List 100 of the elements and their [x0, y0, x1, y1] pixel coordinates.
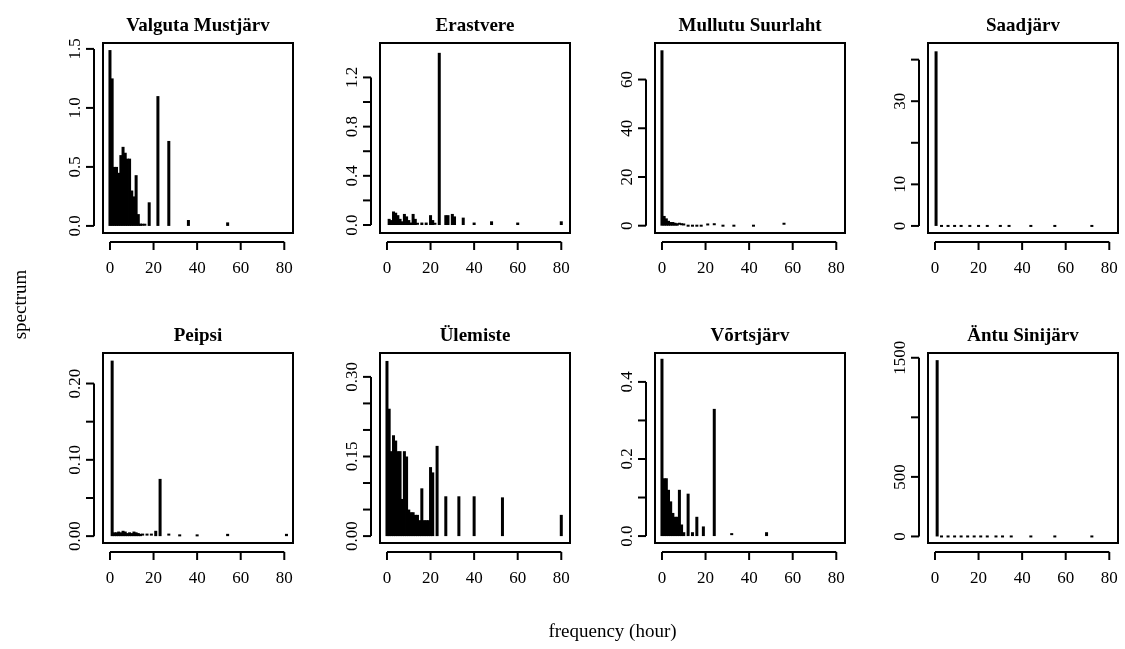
y-tick-label: 1.0 — [65, 97, 84, 119]
bar — [444, 496, 448, 537]
bar — [167, 533, 171, 536]
bar — [701, 526, 705, 537]
y-tick-label: 60 — [617, 71, 636, 89]
x-tick-label: 60 — [784, 258, 802, 277]
x-tick-label: 80 — [1100, 568, 1118, 587]
y-tick-label: 0.00 — [65, 521, 84, 552]
chart-title: Ülemiste — [439, 324, 511, 345]
x-tick-label: 60 — [509, 258, 527, 277]
x-tick-label: 80 — [827, 258, 845, 277]
y-tick-label: 10 — [890, 175, 909, 193]
y-tick-label: 0.2 — [617, 448, 636, 470]
x-tick-label: 40 — [740, 568, 758, 587]
y-tick-label: 0.4 — [342, 164, 361, 187]
x-tick-label: 80 — [827, 568, 845, 587]
bar — [435, 445, 439, 537]
bar — [782, 222, 786, 225]
bar — [730, 533, 734, 536]
x-tick-label: 0 — [657, 258, 667, 277]
x-tick-label: 60 — [784, 568, 802, 587]
x-tick-label: 60 — [1057, 258, 1075, 277]
bar — [226, 222, 230, 226]
x-tick-label: 80 — [552, 258, 570, 277]
bar — [461, 217, 465, 226]
y-tick-label: 1.2 — [342, 66, 361, 89]
x-tick-label: 20 — [422, 258, 440, 277]
y-tick-label: 30 — [890, 92, 909, 110]
bar — [677, 489, 681, 537]
bar — [385, 360, 389, 537]
y-tick-label: 0.0 — [342, 214, 361, 236]
bar — [686, 493, 690, 537]
y-tick-label: 0.00 — [342, 521, 361, 551]
bar — [706, 223, 710, 226]
bar — [712, 223, 716, 226]
y-tick-label: 0 — [890, 532, 909, 541]
bar — [195, 534, 199, 537]
x-tick-label: 20 — [697, 568, 715, 587]
y-tick-label: 0.4 — [617, 370, 636, 393]
bar — [660, 50, 664, 226]
x-tick-label: 40 — [1013, 568, 1031, 587]
y-tick-label: 0.5 — [65, 156, 84, 178]
x-tick-label: 80 — [1100, 258, 1118, 277]
bar — [154, 530, 158, 537]
chart-title: Mullutu Suurlaht — [678, 14, 823, 35]
x-tick-label: 0 — [382, 568, 392, 587]
bar — [110, 360, 114, 537]
y-tick-label: 0.0 — [65, 215, 84, 237]
x-tick-label: 40 — [465, 568, 483, 587]
x-tick-label: 80 — [275, 258, 293, 277]
bar — [437, 52, 441, 226]
bar — [660, 358, 664, 537]
x-tick-label: 0 — [382, 258, 392, 277]
x-tick-label: 60 — [232, 568, 250, 587]
x-tick-label: 40 — [465, 258, 483, 277]
bar — [108, 50, 112, 226]
bar — [149, 533, 153, 536]
x-tick-label: 80 — [275, 568, 293, 587]
chart-title: Valguta Mustjärv — [126, 14, 271, 35]
chart-title: Äntu Sinijärv — [967, 324, 1080, 345]
y-tick-label: 1.5 — [65, 38, 84, 60]
x-tick-label: 0 — [657, 568, 667, 587]
y-tick-label: 0.15 — [342, 441, 361, 472]
x-tick-label: 40 — [188, 258, 206, 277]
x-tick-label: 80 — [552, 568, 570, 587]
y-tick-label: 0 — [890, 221, 909, 231]
y-tick-label: 40 — [617, 119, 636, 137]
bar — [500, 497, 504, 537]
bar — [712, 408, 716, 537]
bar — [559, 514, 563, 537]
x-tick-label: 40 — [188, 568, 206, 587]
x-tick-label: 40 — [1013, 258, 1031, 277]
y-tick-label: 20 — [617, 168, 636, 186]
bar — [472, 496, 476, 537]
bar — [134, 175, 138, 226]
y-tick-label: 0 — [617, 221, 636, 230]
bar — [186, 220, 190, 226]
x-tick-label: 60 — [509, 568, 527, 587]
bar — [765, 532, 769, 537]
x-tick-label: 60 — [1057, 568, 1075, 587]
y-tick-label: 500 — [890, 464, 909, 490]
chart-title: Erastvere — [435, 14, 515, 35]
x-tick-label: 20 — [422, 568, 440, 587]
x-axis-title: frequency (hour) — [548, 620, 677, 642]
x-tick-label: 20 — [145, 568, 163, 587]
x-tick-label: 0 — [930, 258, 940, 277]
y-tick-label: 0.0 — [617, 525, 636, 547]
bar — [420, 488, 424, 537]
bar — [156, 96, 160, 226]
x-tick-label: 20 — [970, 258, 988, 277]
chart-title: Võrtsjärv — [710, 324, 791, 345]
bar — [167, 140, 171, 226]
bar — [559, 221, 563, 226]
y-tick-label: 0.10 — [65, 444, 84, 475]
y-tick-label: 0.20 — [65, 368, 84, 399]
bar — [145, 533, 149, 536]
y-tick-label: 1500 — [890, 340, 909, 375]
chart-title: Peipsi — [173, 324, 223, 345]
bar — [158, 478, 162, 537]
chart-title: Saadjärv — [986, 14, 1061, 35]
